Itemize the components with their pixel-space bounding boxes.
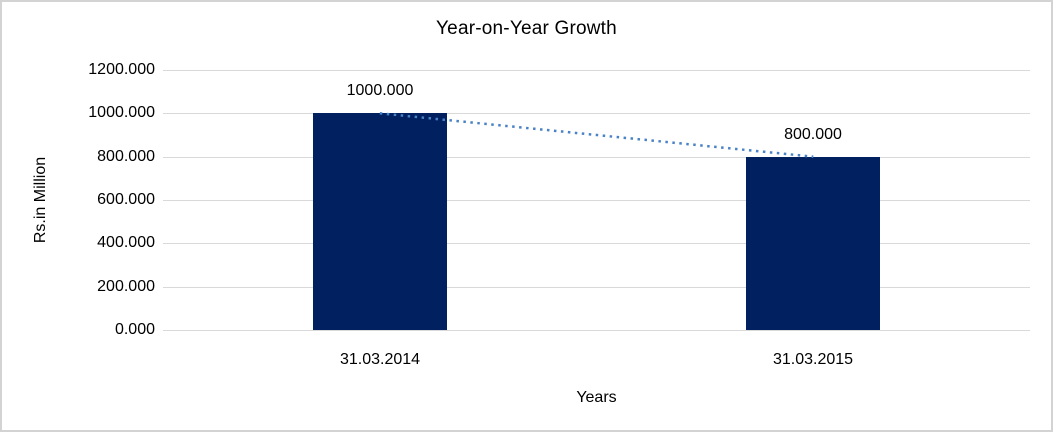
x-tick-label: 31.03.2014 (339, 351, 421, 368)
chart-title: Year-on-Year Growth (436, 18, 617, 39)
bar-31.03.2015 (746, 157, 880, 330)
y-tick-label: 800.000 (97, 148, 155, 165)
y-tick-label: 1000.000 (88, 104, 155, 121)
y-tick-label: 400.000 (97, 234, 155, 251)
gridline (163, 157, 1030, 158)
gridline (163, 70, 1030, 71)
gridline (163, 113, 1030, 114)
x-tick-label: 31.03.2015 (772, 351, 854, 368)
bar-31.03.2014 (313, 113, 447, 330)
x-axis-title: Years (576, 389, 617, 406)
gridline (163, 200, 1030, 201)
data-label: 800.000 (784, 126, 842, 143)
trendline (379, 112, 814, 158)
y-tick-label: 1200.000 (88, 61, 155, 78)
gridline (163, 243, 1030, 244)
data-label: 1000.000 (346, 82, 414, 99)
trendline-line (379, 112, 814, 158)
gridline (163, 287, 1030, 288)
gridline (163, 330, 1030, 331)
y-tick-label: 0.000 (114, 321, 155, 338)
y-tick-label: 200.000 (97, 278, 155, 295)
y-tick-label: 600.000 (97, 191, 155, 208)
